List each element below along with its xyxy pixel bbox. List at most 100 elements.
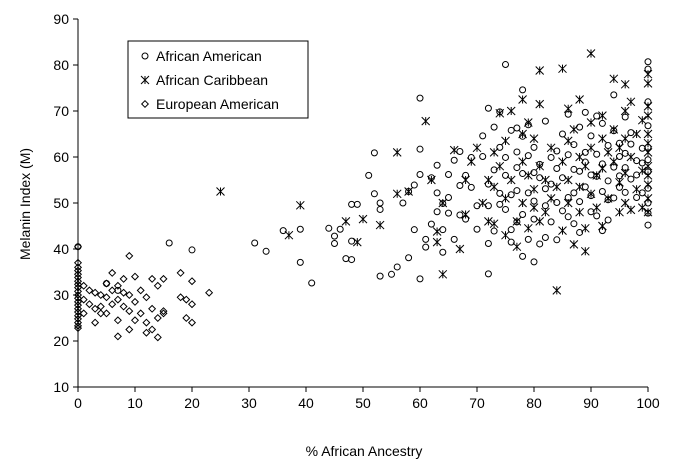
data-point <box>507 126 515 134</box>
x-tick-label: 0 <box>74 395 82 411</box>
data-point <box>553 165 561 172</box>
data-point <box>502 205 509 213</box>
data-point <box>580 161 590 171</box>
data-point <box>439 226 447 234</box>
data-point <box>495 108 505 118</box>
data-point <box>506 175 516 185</box>
data-point <box>102 279 111 288</box>
data-point <box>643 69 653 79</box>
y-tick-label: 50 <box>53 195 69 211</box>
data-point <box>478 198 488 208</box>
data-point <box>490 123 498 131</box>
data-point <box>376 199 384 207</box>
data-point <box>587 132 595 140</box>
data-point <box>559 207 566 215</box>
data-point <box>598 119 606 127</box>
data-point <box>609 157 619 166</box>
data-point <box>142 293 151 302</box>
data-point <box>644 221 652 229</box>
data-point <box>598 134 607 143</box>
data-point <box>586 118 596 127</box>
data-point <box>644 122 652 130</box>
data-point <box>479 153 487 161</box>
data-point <box>519 252 527 260</box>
data-point <box>593 112 601 120</box>
data-point <box>445 170 452 178</box>
legend-entry: African American <box>141 48 262 64</box>
data-point <box>598 164 607 173</box>
legend-label: African Caribbean <box>156 72 268 88</box>
data-point <box>148 304 157 313</box>
data-point <box>176 293 185 302</box>
x-tick-label: 80 <box>526 395 542 411</box>
data-point <box>79 295 88 304</box>
y-axis-ticks: 10 20 30 40 50 60 70 80 90 <box>53 11 78 395</box>
x-tick-label: 20 <box>184 395 200 411</box>
data-point <box>559 130 566 138</box>
data-point <box>530 143 538 151</box>
data-point <box>125 251 134 260</box>
y-axis-title: Melanin Index (M) <box>17 148 33 260</box>
data-point <box>119 274 128 283</box>
data-point <box>205 288 214 297</box>
data-point <box>496 200 504 208</box>
data-point <box>643 111 653 120</box>
data-point <box>580 246 590 256</box>
data-point <box>593 212 601 220</box>
data-point <box>484 239 492 247</box>
data-point <box>529 184 539 194</box>
data-point <box>535 99 545 109</box>
data-point <box>108 286 117 295</box>
data-point <box>113 316 122 325</box>
data-point <box>513 187 521 195</box>
data-point <box>119 288 128 297</box>
x-axis-ticks: 0 10 20 30 40 50 60 70 80 90 100 <box>74 387 660 411</box>
data-point <box>535 161 545 171</box>
data-point <box>456 182 464 190</box>
y-tick-label: 80 <box>53 57 69 73</box>
data-point <box>546 143 556 153</box>
data-point <box>627 140 635 148</box>
data-point <box>638 189 646 197</box>
data-point <box>427 175 436 185</box>
series-european-american <box>73 242 214 342</box>
data-point <box>125 307 134 316</box>
data-point <box>148 274 157 283</box>
data-point <box>529 203 539 212</box>
data-point <box>576 167 584 175</box>
x-tick-label: 60 <box>412 395 428 411</box>
data-point <box>449 145 459 155</box>
data-point <box>501 136 510 146</box>
data-point <box>91 288 100 297</box>
data-point <box>341 217 351 226</box>
data-point <box>284 230 294 240</box>
data-point <box>519 86 527 94</box>
y-tick-label: 20 <box>53 333 69 349</box>
data-point <box>575 95 584 104</box>
data-point <box>620 198 630 208</box>
data-point <box>513 124 521 132</box>
data-point <box>370 149 378 157</box>
x-tick-label: 50 <box>355 395 371 411</box>
data-point <box>616 153 623 161</box>
data-point <box>473 202 481 210</box>
data-point <box>586 143 596 153</box>
data-point <box>558 157 567 166</box>
data-point <box>586 189 596 199</box>
data-point <box>643 207 653 217</box>
legend: African American African Caribbean Europea… <box>127 40 309 119</box>
y-tick-label: 90 <box>53 11 69 27</box>
data-point <box>473 225 481 233</box>
data-point <box>422 243 430 251</box>
data-point <box>518 157 527 166</box>
legend-label: European American <box>156 96 279 112</box>
data-point <box>388 270 395 278</box>
data-point <box>615 207 624 217</box>
legend-label: African American <box>156 48 262 64</box>
data-point <box>523 171 533 180</box>
x-tick-label: 100 <box>636 395 660 411</box>
data-point <box>546 194 556 203</box>
data-point <box>376 205 384 213</box>
data-point <box>433 161 441 169</box>
data-point <box>553 236 561 244</box>
